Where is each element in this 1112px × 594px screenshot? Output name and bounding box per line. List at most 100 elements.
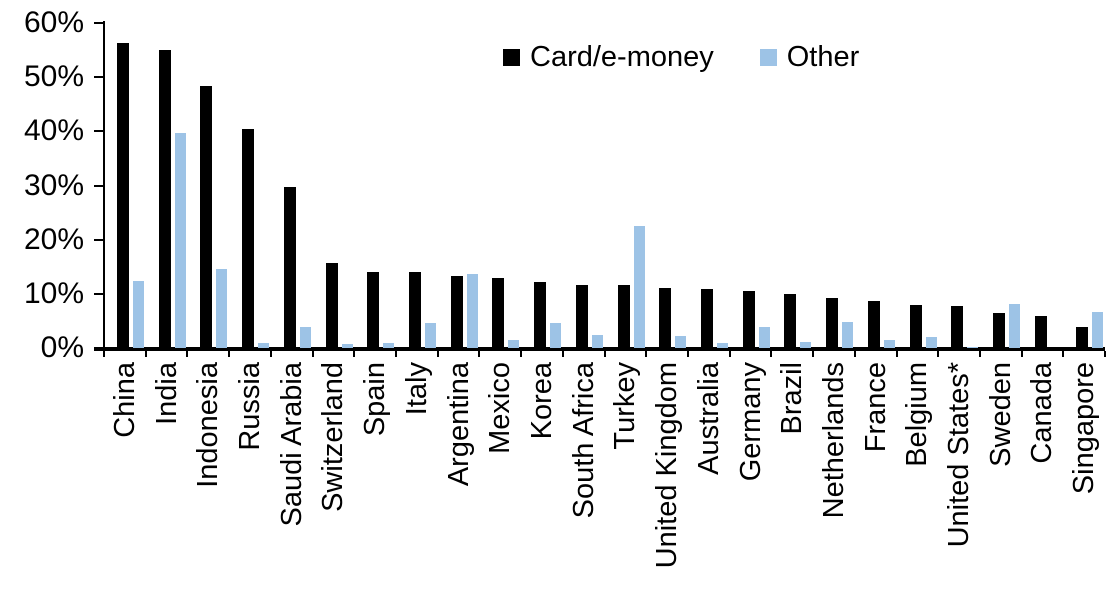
- bar-other-india: [174, 133, 186, 348]
- y-axis-tick-label: 60%: [23, 6, 84, 39]
- x-axis-category-label-singapore: Singapore: [1068, 362, 1101, 495]
- x-axis-tick-mark-icon: [561, 351, 564, 357]
- bar-card-e-money-russia: [242, 129, 255, 348]
- bar-card-e-money-united-states: [951, 306, 964, 348]
- x-axis-tick-mark-icon: [520, 351, 523, 357]
- y-axis-tick-mark-icon: [94, 238, 104, 241]
- x-axis-category-label-france: France: [859, 362, 892, 453]
- bar-card-e-money-spain: [367, 272, 380, 348]
- bar-other-france: [883, 340, 895, 348]
- x-axis-category-label-mexico: Mexico: [484, 362, 517, 454]
- x-axis-tick-mark-icon: [436, 351, 439, 357]
- bar-other-argentina: [466, 274, 478, 348]
- x-axis-tick-mark-icon: [812, 351, 814, 357]
- x-axis-tick-mark-icon: [853, 351, 856, 357]
- x-axis-category-label-canada: Canada: [1026, 362, 1059, 464]
- bar-card-e-money-singapore: [1076, 327, 1089, 348]
- bar-other-sweden: [1008, 304, 1020, 348]
- bar-card-e-money-france: [867, 301, 880, 348]
- x-axis-tick-mark-icon: [770, 351, 773, 357]
- x-axis-tick-mark-icon: [186, 351, 189, 357]
- x-axis-category-label-italy: Italy: [400, 362, 433, 416]
- legend-label-card-e-money: Card/e-money: [530, 41, 714, 73]
- bar-other-turkey: [633, 226, 645, 348]
- x-axis-tick-mark-icon: [395, 351, 397, 357]
- x-axis-category-label-china: China: [108, 362, 141, 438]
- bar-other-singapore: [1092, 312, 1104, 348]
- bar-card-e-money-turkey: [617, 285, 630, 348]
- bar-card-e-money-switzerland: [325, 263, 338, 348]
- bar-card-e-money-india: [158, 50, 171, 348]
- bar-card-e-money-united-kingdom: [659, 288, 672, 348]
- x-axis-tick-mark-icon: [311, 351, 314, 357]
- y-axis-tick-mark-icon: [94, 22, 104, 24]
- x-axis-category-label-belgium: Belgium: [901, 362, 934, 467]
- bar-other-germany: [758, 327, 770, 348]
- bar-card-e-money-south-africa: [575, 285, 588, 348]
- x-axis-tick-mark-icon: [269, 351, 272, 357]
- y-axis-tick-label: 10%: [23, 276, 84, 310]
- bar-card-e-money-netherlands: [826, 298, 838, 348]
- x-axis-category-label-south-africa: South Africa: [567, 362, 600, 519]
- x-axis-category-label-australia: Australia: [692, 362, 725, 475]
- bar-card-e-money-canada: [1034, 316, 1047, 348]
- x-axis-category-label-indonesia: Indonesia: [192, 362, 225, 488]
- bar-other-china: [133, 281, 144, 348]
- x-axis-tick-mark-icon: [895, 351, 898, 357]
- legend-item-other: Other: [759, 40, 860, 74]
- bar-other-united-states: [967, 347, 979, 348]
- bar-other-brazil: [800, 342, 812, 348]
- x-axis-category-label-spain: Spain: [359, 362, 392, 437]
- bar-other-spain: [383, 343, 395, 348]
- bar-other-netherlands: [842, 322, 853, 348]
- x-axis-category-label-saudi-arabia: Saudi Arabia: [275, 362, 308, 527]
- bar-card-e-money-indonesia: [200, 86, 213, 348]
- y-axis-tick-mark-icon: [94, 292, 104, 295]
- x-axis-tick-mark-icon: [1104, 351, 1106, 357]
- bar-other-russia: [258, 343, 270, 348]
- x-axis-tick-mark-icon: [144, 351, 147, 357]
- legend-swatch-other-icon: [759, 48, 777, 66]
- x-axis-tick-mark-icon: [937, 351, 940, 357]
- x-axis-tick-mark-icon: [1062, 351, 1065, 357]
- bar-card-e-money-australia: [700, 289, 713, 348]
- y-axis-tick-label: 20%: [23, 222, 84, 256]
- x-axis-category-label-brazil: Brazil: [776, 362, 809, 435]
- bar-card-e-money-mexico: [492, 278, 505, 348]
- x-axis-tick-mark-icon: [686, 351, 689, 357]
- bar-other-saudi-arabia: [299, 327, 311, 348]
- legend-swatch-card-e-money-icon: [503, 48, 520, 66]
- bar-other-italy: [425, 323, 436, 348]
- x-axis-category-label-united-states: United States*: [943, 362, 975, 548]
- y-axis-line: [103, 21, 105, 351]
- bar-card-e-money-germany: [742, 291, 755, 348]
- bar-card-e-money-saudi-arabia: [283, 187, 296, 348]
- y-axis-tick-label: 50%: [23, 60, 84, 94]
- x-axis-category-label-korea: Korea: [525, 362, 558, 440]
- bar-other-switzerland: [341, 344, 353, 348]
- x-axis-tick-mark-icon: [1020, 351, 1023, 357]
- x-axis-tick-mark-icon: [603, 351, 606, 357]
- x-axis-tick-mark-icon: [353, 351, 356, 357]
- x-axis-line: [94, 347, 1105, 351]
- y-axis-tick-mark-icon: [94, 130, 104, 133]
- x-axis-category-label-sweden: Sweden: [984, 362, 1017, 467]
- y-axis-tick-label: 30%: [23, 168, 84, 202]
- bar-card-e-money-italy: [409, 272, 421, 348]
- x-axis-category-label-germany: Germany: [734, 362, 767, 482]
- bar-other-united-kingdom: [675, 336, 687, 348]
- x-axis-tick-mark-icon: [478, 351, 481, 357]
- bar-card-e-money-brazil: [784, 294, 797, 348]
- x-axis-category-label-argentina: Argentina: [442, 362, 475, 487]
- x-axis-category-label-turkey: Turkey: [609, 362, 642, 450]
- legend-label-other: Other: [786, 41, 860, 73]
- y-axis-tick-label: 0%: [40, 331, 84, 364]
- legend-item-card-e-money: Card/e-money: [503, 40, 714, 74]
- x-axis-tick-mark-icon: [103, 351, 105, 357]
- x-axis-tick-mark-icon: [978, 351, 981, 357]
- bar-other-belgium: [925, 337, 937, 348]
- x-axis-tick-mark-icon: [228, 351, 231, 357]
- bar-card-e-money-belgium: [909, 305, 922, 348]
- bar-other-indonesia: [216, 269, 228, 348]
